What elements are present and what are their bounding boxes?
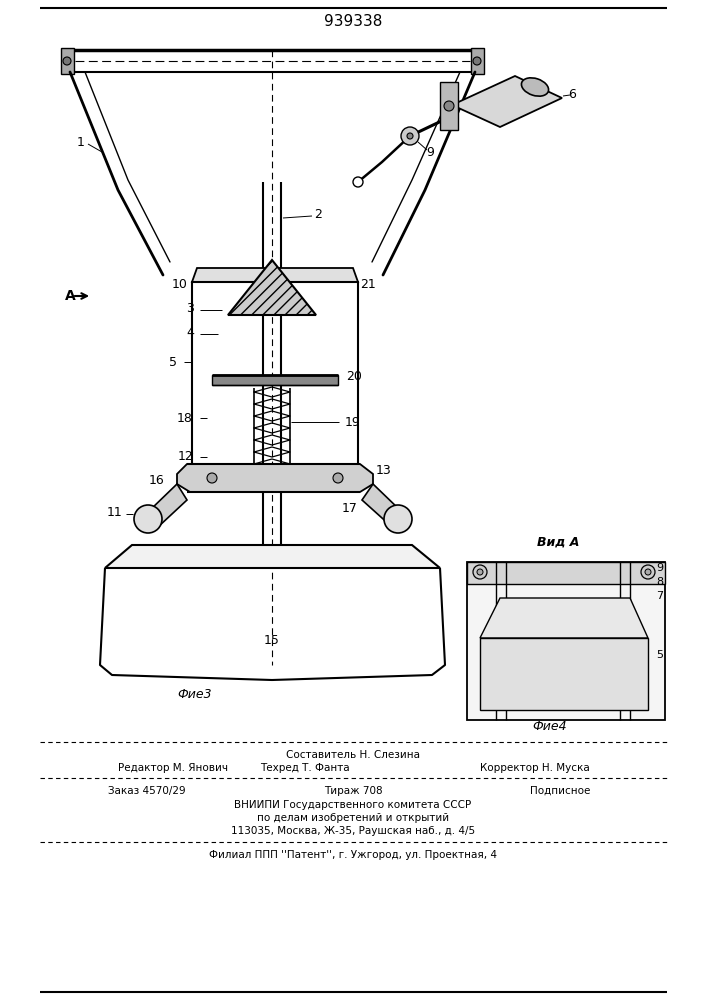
Polygon shape — [192, 268, 358, 282]
Circle shape — [473, 57, 481, 65]
Text: Составитель Н. Слезина: Составитель Н. Слезина — [286, 750, 420, 760]
Polygon shape — [228, 260, 316, 315]
Text: 10: 10 — [172, 278, 188, 292]
Bar — [471, 48, 484, 74]
Text: Корректор Н. Муска: Корректор Н. Муска — [480, 763, 590, 773]
Text: 9: 9 — [426, 145, 434, 158]
Bar — [61, 48, 74, 74]
Text: 2: 2 — [314, 209, 322, 222]
Text: Заказ 4570/29: Заказ 4570/29 — [108, 786, 186, 796]
Bar — [480, 638, 648, 710]
Text: 21: 21 — [360, 278, 375, 292]
Text: 6: 6 — [568, 88, 576, 101]
Circle shape — [473, 565, 487, 579]
Text: 13: 13 — [376, 464, 392, 477]
Text: 1: 1 — [77, 135, 85, 148]
Text: 8: 8 — [656, 577, 664, 587]
Circle shape — [134, 505, 162, 533]
Polygon shape — [452, 76, 562, 127]
Text: 7: 7 — [656, 591, 664, 601]
Circle shape — [63, 57, 71, 65]
Bar — [440, 82, 458, 130]
Text: 15: 15 — [264, 634, 280, 647]
Text: 5: 5 — [169, 356, 177, 368]
Text: Редактор М. Янович: Редактор М. Янович — [118, 763, 228, 773]
Text: A: A — [64, 289, 76, 303]
Text: 17: 17 — [342, 502, 358, 514]
Text: ВНИИПИ Государственного комитета СССР: ВНИИПИ Государственного комитета СССР — [235, 800, 472, 810]
Circle shape — [384, 505, 412, 533]
Text: 20: 20 — [346, 370, 362, 383]
Bar — [212, 375, 338, 385]
Text: 11: 11 — [106, 506, 122, 518]
Text: 19: 19 — [345, 416, 361, 428]
Text: 4: 4 — [186, 326, 194, 338]
Circle shape — [641, 565, 655, 579]
Text: 939338: 939338 — [324, 14, 382, 29]
Circle shape — [444, 101, 454, 111]
Circle shape — [407, 133, 413, 139]
Text: 9: 9 — [656, 563, 664, 573]
Text: Тираж 708: Тираж 708 — [324, 786, 382, 796]
Circle shape — [207, 473, 217, 483]
Circle shape — [645, 569, 651, 575]
Polygon shape — [105, 545, 440, 568]
Circle shape — [333, 473, 343, 483]
Polygon shape — [362, 484, 402, 527]
Bar — [192, 282, 358, 477]
Text: по делам изобретений и открытий: по делам изобретений и открытий — [257, 813, 449, 823]
Bar — [467, 562, 665, 720]
Ellipse shape — [522, 78, 549, 96]
Text: 113035, Москва, Ж-35, Раушская наб., д. 4/5: 113035, Москва, Ж-35, Раушская наб., д. … — [231, 826, 475, 836]
Text: Подписное: Подписное — [530, 786, 590, 796]
Text: Фие3: Фие3 — [177, 688, 212, 702]
Text: Вид A: Вид A — [537, 536, 579, 548]
Text: Филиал ППП ''Патент'', г. Ужгород, ул. Проектная, 4: Филиал ППП ''Патент'', г. Ужгород, ул. П… — [209, 850, 497, 860]
Text: 5: 5 — [657, 650, 663, 660]
Circle shape — [353, 177, 363, 187]
Text: Техред Т. Фанта: Техред Т. Фанта — [260, 763, 350, 773]
Text: 3: 3 — [186, 302, 194, 314]
Text: 16: 16 — [148, 474, 164, 487]
Text: 12: 12 — [177, 450, 193, 464]
Polygon shape — [148, 484, 187, 527]
Polygon shape — [480, 598, 648, 638]
Bar — [467, 562, 665, 584]
Circle shape — [401, 127, 419, 145]
Circle shape — [477, 569, 483, 575]
Text: 18: 18 — [177, 412, 193, 424]
Text: Фие4: Фие4 — [532, 720, 567, 732]
Polygon shape — [177, 464, 373, 492]
